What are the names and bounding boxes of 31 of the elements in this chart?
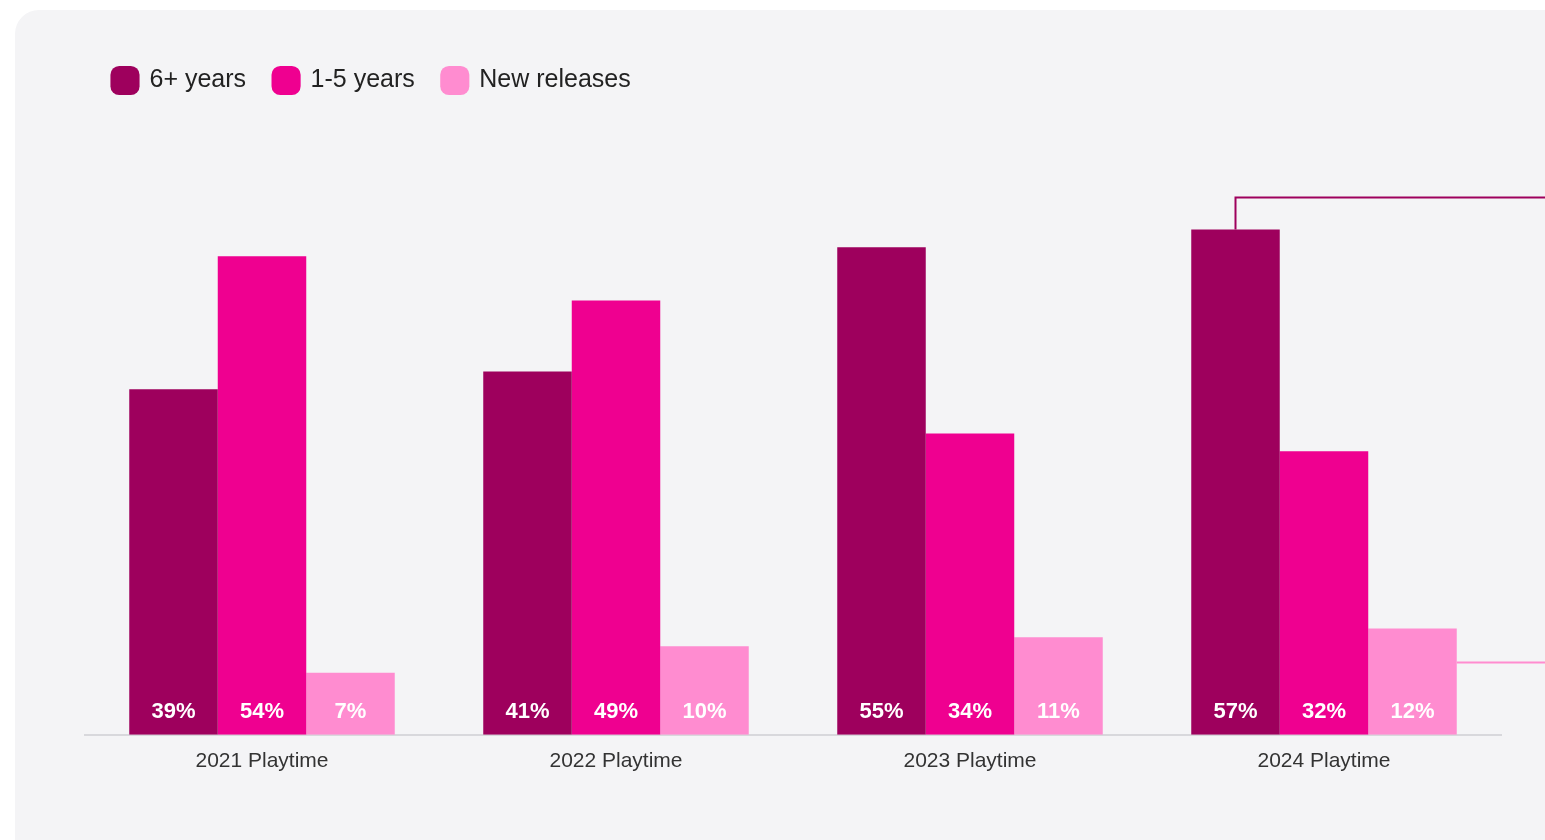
legend-label: 6+ years — [149, 64, 247, 93]
bar — [483, 371, 572, 735]
bar — [306, 672, 395, 735]
legend-label: 1-5 years — [310, 64, 415, 93]
data-label: 12% — [1390, 697, 1435, 723]
bar — [925, 433, 1015, 735]
bar — [1279, 451, 1369, 735]
x-tick-label: 2022 Playtime — [549, 748, 683, 772]
data-label: 7% — [334, 697, 367, 723]
data-label: 32% — [1301, 697, 1347, 723]
bar — [1368, 628, 1457, 735]
x-tick-label: 2021 Playtime — [195, 748, 329, 772]
data-label: 55% — [859, 697, 904, 723]
data-label: 10% — [682, 697, 727, 723]
data-label: 57% — [1213, 697, 1258, 723]
bar — [660, 646, 749, 735]
bar — [129, 389, 218, 735]
bar — [1191, 229, 1280, 735]
data-label: 41% — [505, 697, 550, 723]
bar — [837, 247, 926, 735]
data-label: 34% — [947, 697, 993, 723]
data-label: 39% — [151, 697, 196, 723]
bar — [217, 256, 307, 735]
data-label: 11% — [1037, 697, 1080, 723]
data-label: 49% — [593, 697, 639, 723]
x-tick-label: 2023 Playtime — [903, 748, 1037, 772]
bar — [571, 300, 661, 735]
x-tick-label: 2024 Playtime — [1257, 748, 1391, 772]
legend-label: New releases — [479, 64, 631, 93]
data-label: 54% — [239, 697, 285, 723]
bar — [1014, 637, 1103, 735]
